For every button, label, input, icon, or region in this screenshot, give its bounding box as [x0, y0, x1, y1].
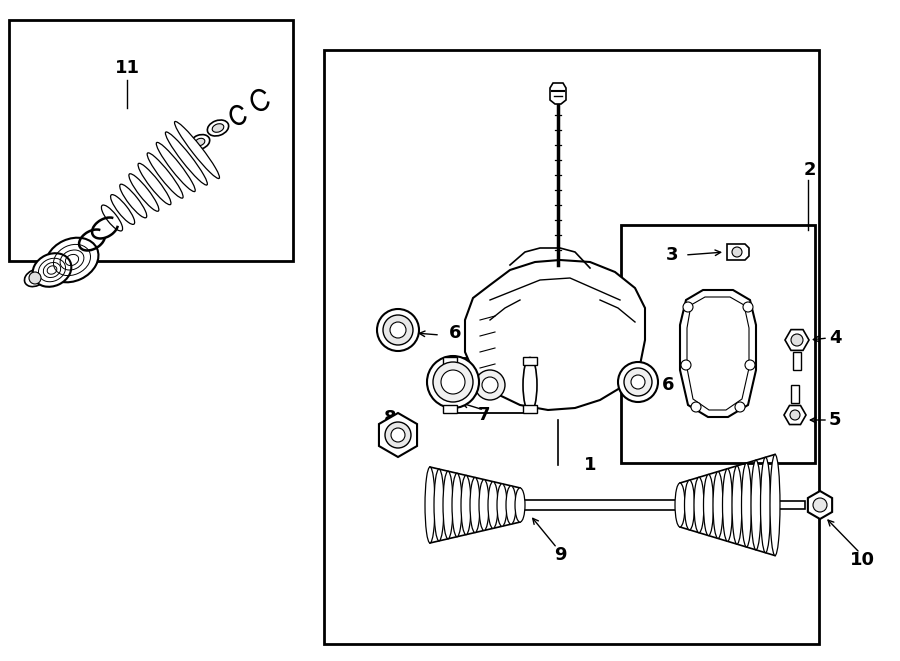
Text: 9: 9 [554, 546, 566, 564]
Ellipse shape [433, 362, 473, 402]
Ellipse shape [147, 153, 183, 198]
Ellipse shape [157, 142, 195, 192]
Ellipse shape [675, 483, 685, 527]
Text: 6: 6 [449, 324, 461, 342]
Ellipse shape [488, 482, 498, 528]
Ellipse shape [515, 488, 525, 522]
Circle shape [813, 498, 827, 512]
Ellipse shape [479, 479, 489, 531]
Text: 10: 10 [850, 551, 875, 569]
Ellipse shape [713, 471, 723, 539]
Ellipse shape [732, 466, 742, 544]
Polygon shape [680, 290, 756, 417]
Polygon shape [784, 405, 806, 424]
Circle shape [791, 334, 803, 346]
Text: 8: 8 [383, 409, 396, 427]
Ellipse shape [470, 477, 480, 533]
Ellipse shape [624, 368, 652, 396]
Ellipse shape [523, 358, 537, 412]
Ellipse shape [452, 473, 462, 537]
Text: 4: 4 [829, 329, 842, 347]
Ellipse shape [111, 194, 135, 224]
Polygon shape [379, 413, 417, 457]
Text: 2: 2 [804, 161, 816, 179]
Text: 7: 7 [478, 406, 491, 424]
Ellipse shape [195, 138, 205, 145]
Ellipse shape [694, 477, 704, 533]
Circle shape [691, 402, 701, 412]
Ellipse shape [390, 322, 406, 338]
Bar [621, 225, 815, 463]
Ellipse shape [175, 122, 220, 178]
Ellipse shape [425, 467, 435, 543]
Text: 11: 11 [114, 59, 140, 77]
Ellipse shape [427, 356, 479, 408]
Bar [793, 352, 801, 370]
Ellipse shape [120, 184, 147, 218]
Bar [791, 385, 799, 403]
Bar [523, 405, 537, 413]
Ellipse shape [631, 375, 645, 389]
Ellipse shape [434, 469, 444, 541]
Bar [775, 501, 805, 509]
Circle shape [732, 247, 742, 257]
Ellipse shape [212, 124, 224, 132]
Circle shape [735, 402, 745, 412]
Circle shape [391, 428, 405, 442]
Bar [443, 357, 457, 365]
Bar [324, 50, 819, 644]
Circle shape [745, 360, 755, 370]
Polygon shape [808, 491, 833, 519]
Ellipse shape [760, 457, 770, 553]
Circle shape [482, 377, 498, 393]
Circle shape [790, 410, 800, 420]
Ellipse shape [383, 315, 413, 345]
Ellipse shape [497, 484, 507, 526]
Polygon shape [465, 260, 645, 410]
Polygon shape [785, 330, 809, 350]
Ellipse shape [441, 370, 465, 394]
Ellipse shape [138, 163, 171, 205]
Ellipse shape [461, 475, 471, 535]
Ellipse shape [443, 471, 453, 539]
Text: 3: 3 [666, 246, 679, 264]
Ellipse shape [46, 238, 98, 282]
Ellipse shape [506, 486, 516, 524]
Circle shape [743, 302, 753, 312]
Text: 5: 5 [829, 411, 842, 429]
Ellipse shape [770, 454, 780, 556]
Ellipse shape [166, 132, 207, 185]
Polygon shape [550, 83, 566, 104]
Bar [450, 358, 530, 413]
Bar [9, 20, 292, 261]
Ellipse shape [704, 475, 714, 535]
Ellipse shape [377, 309, 419, 351]
Ellipse shape [207, 120, 229, 136]
Bar [520, 500, 680, 510]
Bar [523, 357, 537, 365]
Ellipse shape [32, 253, 71, 287]
Circle shape [681, 360, 691, 370]
Ellipse shape [685, 480, 695, 530]
Ellipse shape [129, 174, 159, 212]
Circle shape [29, 272, 41, 284]
Text: 6: 6 [662, 376, 674, 394]
Ellipse shape [751, 460, 761, 550]
Ellipse shape [618, 362, 658, 402]
Ellipse shape [742, 463, 751, 547]
Text: 1: 1 [584, 456, 596, 474]
Ellipse shape [24, 270, 46, 287]
Ellipse shape [723, 469, 733, 541]
Ellipse shape [102, 205, 122, 231]
Circle shape [683, 302, 693, 312]
Circle shape [385, 422, 411, 448]
Circle shape [475, 370, 505, 400]
Bar [443, 405, 457, 413]
Polygon shape [727, 244, 749, 260]
Ellipse shape [190, 135, 210, 149]
Ellipse shape [443, 358, 457, 412]
